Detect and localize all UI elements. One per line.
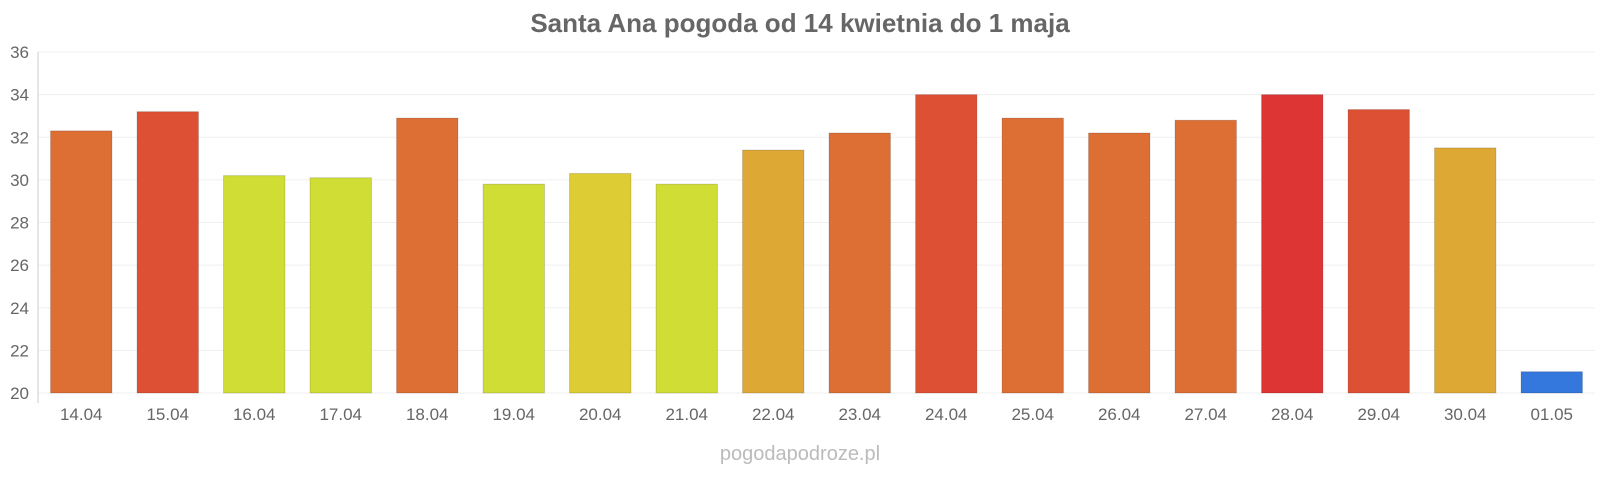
bar-21-04 (655, 183, 718, 394)
bar-24-04 (915, 94, 978, 394)
y-tick-label: 30 (10, 171, 29, 190)
bar-22-04 (742, 149, 805, 394)
y-tick-label: 22 (10, 341, 29, 360)
x-tick-label: 14.04 (60, 405, 103, 424)
x-tick-label: 22.04 (752, 405, 795, 424)
y-tick-label: 36 (10, 43, 29, 62)
y-axis-ticks: 20 22 24 26 28 30 32 34 36 (10, 43, 29, 403)
bar-23-04 (828, 132, 891, 394)
bar-17-04 (309, 177, 372, 394)
bar-26-04 (1088, 132, 1151, 394)
x-tick-label: 16.04 (233, 405, 276, 424)
x-tick-label: 28.04 (1271, 405, 1314, 424)
bar-14-04 (50, 130, 113, 394)
bar-29-04 (1347, 109, 1410, 394)
x-tick-label: 30.04 (1444, 405, 1487, 424)
y-tick-label: 20 (10, 384, 29, 403)
y-tick-label: 26 (10, 256, 29, 275)
bar-16-04 (223, 175, 286, 394)
bar-01-05 (1520, 371, 1583, 394)
x-tick-label: 01.05 (1530, 405, 1573, 424)
x-tick-label: 18.04 (406, 405, 449, 424)
y-tick-label: 28 (10, 214, 29, 233)
bars (50, 94, 1583, 394)
bar-25-04 (1001, 117, 1064, 394)
y-tick-label: 24 (10, 299, 29, 318)
watermark: pogodapodroze.pl (720, 443, 880, 465)
x-tick-label: 17.04 (319, 405, 362, 424)
y-tick-label: 34 (10, 86, 29, 105)
bar-18-04 (396, 117, 459, 394)
bar-19-04 (482, 183, 545, 394)
x-tick-label: 21.04 (665, 405, 708, 424)
bar-30-04 (1434, 147, 1497, 394)
chart-title: Santa Ana pogoda od 14 kwietnia do 1 maj… (530, 8, 1070, 38)
bar-15-04 (136, 111, 199, 394)
x-tick-label: 20.04 (579, 405, 622, 424)
x-tick-label: 26.04 (1098, 405, 1141, 424)
x-axis-ticks: 14.04 15.04 16.04 17.04 18.04 19.04 20.04 21.04… (60, 405, 1573, 424)
bar-28-04 (1261, 94, 1324, 394)
x-tick-label: 15.04 (146, 405, 189, 424)
bar-27-04 (1174, 119, 1237, 394)
bar-20-04 (569, 172, 632, 394)
x-tick-label: 19.04 (492, 405, 535, 424)
x-tick-label: 25.04 (1011, 405, 1054, 424)
x-tick-label: 29.04 (1357, 405, 1400, 424)
x-tick-label: 23.04 (838, 405, 881, 424)
x-tick-label: 27.04 (1184, 405, 1227, 424)
x-tick-label: 24.04 (925, 405, 968, 424)
grid-lines (38, 51, 1595, 394)
y-tick-label: 32 (10, 128, 29, 147)
